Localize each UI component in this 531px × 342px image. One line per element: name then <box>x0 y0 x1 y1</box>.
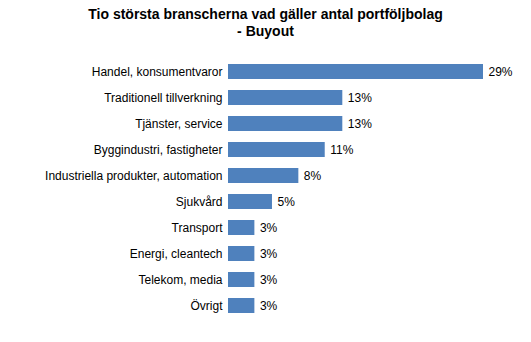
svg-text:29%: 29% <box>489 65 513 79</box>
svg-text:Industriella produkter, automa: Industriella produkter, automation <box>45 169 222 183</box>
svg-text:11%: 11% <box>330 143 353 157</box>
svg-text:5%: 5% <box>277 195 295 209</box>
svg-text:8%: 8% <box>304 169 322 183</box>
svg-text:Handel, konsumentvaror: Handel, konsumentvaror <box>92 65 223 79</box>
html-text:Tio största branscherna vad gä: Tio största branscherna vad gäller antal… <box>88 6 443 22</box>
html-text:- Buyout: - Buyout <box>237 23 294 39</box>
svg-text:Telekom, media: Telekom, media <box>138 273 222 287</box>
svg-text:Sjukvård: Sjukvård <box>176 195 223 209</box>
svg-text:3%: 3% <box>260 273 278 287</box>
svg-text:13%: 13% <box>348 117 372 131</box>
svg-text:Övrigt: Övrigt <box>190 299 223 313</box>
svg-text:Energi, cleantech: Energi, cleantech <box>130 247 223 261</box>
svg-text:Byggindustri, fastigheter: Byggindustri, fastigheter <box>94 143 223 157</box>
svg-text:13%: 13% <box>348 91 372 105</box>
svg-text:3%: 3% <box>260 221 278 235</box>
svg-text:Tjänster, service: Tjänster, service <box>135 117 223 131</box>
svg-text:3%: 3% <box>260 247 278 261</box>
svg-text:Transport: Transport <box>172 221 224 235</box>
svg-text:3%: 3% <box>260 299 278 313</box>
svg-text:Traditionell tillverkning: Traditionell tillverkning <box>104 91 222 105</box>
